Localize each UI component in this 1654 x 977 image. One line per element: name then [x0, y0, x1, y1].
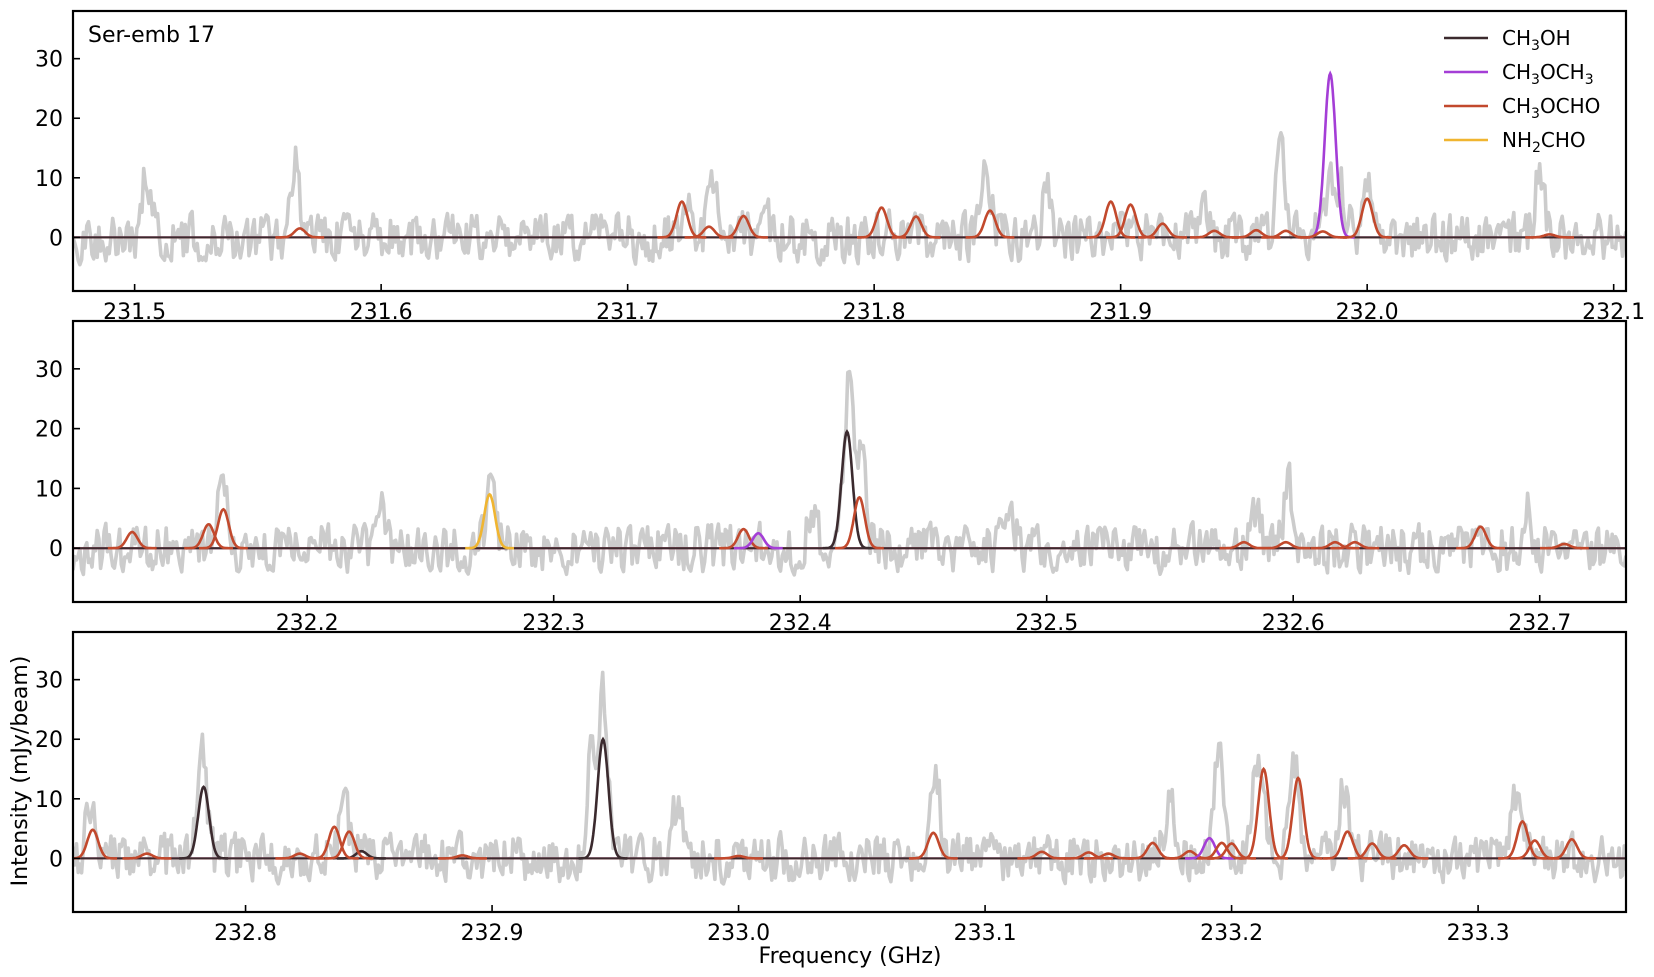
- legend-item-nh2cho: NH2CHO: [1444, 128, 1586, 156]
- model-line-ch3ocho: [275, 227, 325, 239]
- source-annotation: Ser-emb 17: [88, 23, 215, 48]
- model-line-ch3ocho: [1083, 852, 1133, 860]
- x-tick-label: 233.2: [1200, 921, 1263, 946]
- model-line-ch3ocho: [1017, 850, 1067, 860]
- observed-spectrum-panel-3: [73, 670, 1626, 886]
- model-line-ch3ocho: [1064, 851, 1113, 860]
- panel-frame: [71, 9, 1628, 293]
- y-tick-label: 30: [35, 48, 63, 73]
- observed-spectrum-panel-2: [73, 369, 1626, 577]
- model-line-ch3ocho: [719, 527, 768, 550]
- model-line-ch3ocho: [714, 854, 763, 860]
- y-tick-label: 20: [35, 728, 63, 753]
- model-line-ch3ocho: [1498, 819, 1547, 860]
- legend: CH3OH CH3OCH3 CH3OCHO NH2CHO: [1444, 26, 1600, 156]
- model-line-ch3ocho: [107, 530, 157, 550]
- model-line-ch3ocho: [324, 830, 374, 860]
- y-tick-label: 0: [49, 537, 63, 562]
- model-line-ch3ocho: [1138, 222, 1187, 239]
- model-line-ch3ocho: [719, 214, 768, 239]
- panel-3: 0 10 20 30 232.8 232.9 233.0 233.1 233.2 233.3: [35, 630, 1628, 946]
- x-tick-label: 232.9: [461, 921, 524, 946]
- y-tick-label: 30: [35, 358, 63, 383]
- model-line-ch3ocho: [438, 854, 487, 860]
- model-line-ch3ocho: [1323, 830, 1372, 860]
- model-line-ch3ocho: [1540, 542, 1589, 550]
- y-axis-label: Intensity (mJy/beam): [8, 656, 33, 887]
- y-tick-label: 20: [35, 107, 63, 132]
- model-line-ch3ocho: [891, 215, 941, 239]
- model-line-ch3ocho: [1379, 843, 1429, 860]
- model-line-ch3ocho: [1261, 540, 1311, 550]
- model-line-ch3oh: [822, 429, 872, 550]
- model-line-ch3ocho: [122, 852, 172, 860]
- model-line-ch3ocho: [1298, 230, 1348, 239]
- legend-item-ch3och3: CH3OCH3: [1444, 60, 1594, 88]
- model-line-ch3ocho: [1273, 776, 1323, 860]
- model-line-ch3och3: [1185, 836, 1234, 860]
- y-tick-label: 30: [35, 669, 63, 694]
- y-tick-label: 10: [35, 167, 63, 192]
- model-line-ch3och3: [1305, 70, 1355, 239]
- model-line-ch3ocho: [908, 831, 958, 860]
- y-tick-label: 0: [49, 847, 63, 872]
- y-tick-label: 10: [35, 788, 63, 813]
- y-tick-label: 10: [35, 477, 63, 502]
- model-line-ch3och3: [733, 531, 783, 550]
- observed-spectrum-panel-1: [73, 131, 1626, 267]
- model-line-ch3ocho: [1342, 197, 1392, 239]
- model-line-nh2cho: [465, 492, 514, 550]
- panel-frame: [71, 630, 1628, 914]
- y-tick-label: 20: [35, 418, 63, 443]
- model-line-ch3ocho: [1547, 837, 1597, 860]
- model-line-ch3ocho: [1525, 233, 1574, 239]
- x-tick-label: 233.1: [954, 921, 1017, 946]
- model-line-ch3oh: [578, 736, 628, 860]
- legend-item-ch3ocho: CH3OCHO: [1444, 94, 1600, 122]
- x-tick-label: 233.3: [1447, 921, 1510, 946]
- model-line-ch3ocho: [1330, 540, 1380, 550]
- model-line-ch3oh: [337, 849, 386, 860]
- y-tick-label: 0: [49, 226, 63, 251]
- legend-label: CH3OCHO: [1502, 94, 1600, 122]
- model-line-ch3ocho: [1086, 200, 1136, 239]
- panel-frame: [71, 319, 1628, 604]
- model-line-ch3ocho: [1219, 540, 1269, 550]
- legend-item-ch3oh: CH3OH: [1444, 26, 1571, 54]
- x-axis-label: Frequency (GHz): [759, 944, 942, 969]
- legend-label: CH3OH: [1502, 26, 1571, 54]
- model-line-ch3ocho: [835, 495, 884, 550]
- legend-label: CH3OCH3: [1502, 60, 1594, 88]
- model-line-ch3ocho: [1310, 540, 1360, 550]
- model-line-ch3ocho: [1456, 525, 1505, 550]
- model-line-ch3ocho: [199, 507, 248, 550]
- model-line-ch3ocho: [1189, 229, 1239, 239]
- model-line-ch3ocho: [965, 209, 1015, 239]
- x-tick-label: 232.8: [214, 921, 277, 946]
- x-tick-label: 233.0: [707, 921, 770, 946]
- model-line-ch3ocho: [1197, 841, 1247, 860]
- model-line-ch3ocho: [184, 522, 233, 550]
- legend-label: NH2CHO: [1502, 128, 1586, 156]
- model-line-ch3oh: [179, 785, 229, 860]
- model-line-ch3ocho: [309, 825, 359, 860]
